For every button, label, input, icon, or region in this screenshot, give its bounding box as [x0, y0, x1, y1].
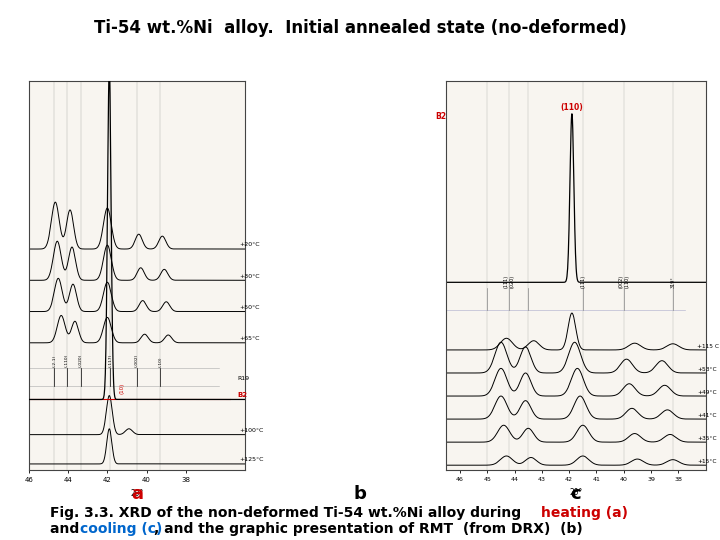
Text: (111): (111)	[580, 275, 585, 288]
Text: +49°C: +49°C	[698, 390, 717, 395]
Text: (111)
(020): (111) (020)	[504, 275, 515, 288]
Text: +100°C: +100°C	[239, 428, 264, 433]
Text: b: b	[354, 485, 366, 503]
Text: and: and	[50, 522, 84, 536]
Text: B2: B2	[436, 112, 446, 122]
X-axis label: 2θ°: 2θ°	[130, 489, 143, 498]
Text: c: c	[571, 485, 581, 503]
Text: +65°C: +65°C	[239, 336, 259, 341]
Text: Fig. 3.3. XRD of the non-deformed Ti-54 wt.%Ni alloy during: Fig. 3.3. XRD of the non-deformed Ti-54 …	[50, 506, 526, 520]
Text: (-002): (-002)	[135, 354, 139, 367]
Text: (-10): (-10)	[158, 357, 163, 367]
Text: +50°C: +50°C	[239, 305, 259, 310]
Text: 319°: 319°	[670, 276, 675, 288]
Text: a: a	[131, 485, 143, 503]
Text: (-117): (-117)	[108, 354, 112, 367]
Text: B2: B2	[237, 392, 247, 398]
Text: +30°C: +30°C	[239, 274, 259, 279]
X-axis label: 2θ°: 2θ°	[570, 488, 582, 497]
Text: +41°C: +41°C	[698, 413, 717, 418]
Text: heating (a): heating (a)	[541, 506, 629, 520]
Text: (-020): (-020)	[78, 354, 83, 367]
Text: R19: R19	[237, 376, 249, 381]
Text: (-2-1): (-2-1)	[53, 355, 56, 367]
Text: +20°C: +20°C	[239, 242, 259, 247]
Text: cooling (c): cooling (c)	[80, 522, 162, 536]
Text: +125°C: +125°C	[239, 457, 264, 462]
Text: (10): (10)	[119, 382, 124, 394]
Text: +15°C: +15°C	[698, 459, 717, 464]
Text: (110): (110)	[561, 103, 583, 112]
Text: , and the graphic presentation of RMT  (from DRX)  (b): , and the graphic presentation of RMT (f…	[154, 522, 582, 536]
Text: Ti-54 wt.%Ni  alloy.  Initial annealed state (no-deformed): Ti-54 wt.%Ni alloy. Initial annealed sta…	[94, 19, 626, 37]
Text: +115 C: +115 C	[698, 344, 719, 349]
Text: +35°C: +35°C	[698, 436, 717, 441]
Text: (002)
(110): (002) (110)	[618, 275, 629, 288]
Text: (-110): (-110)	[65, 354, 69, 367]
Text: +53°C: +53°C	[698, 367, 717, 372]
